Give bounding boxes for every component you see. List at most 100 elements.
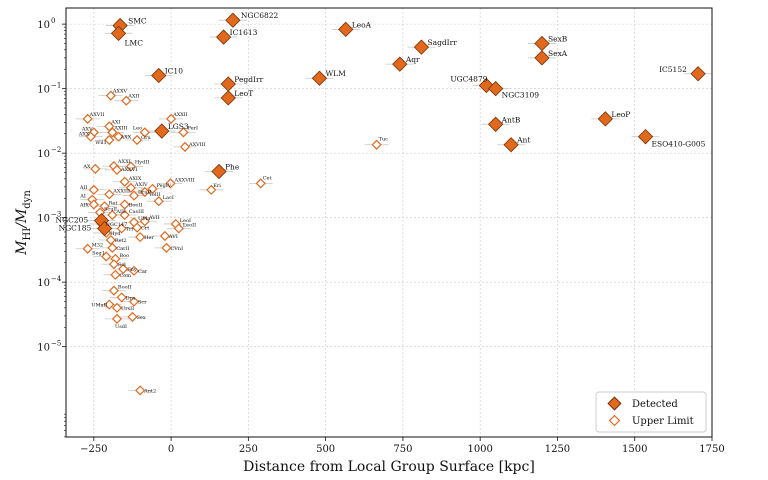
upper-limit-label: Scr xyxy=(138,300,147,306)
upper-limit-label: Scl xyxy=(118,262,126,268)
upper-limit-label: Boo xyxy=(119,253,129,259)
upper-limit-label: LacI xyxy=(163,195,174,201)
upper-limit-marker xyxy=(107,242,118,253)
detected-label: NGC6822 xyxy=(241,11,279,20)
detected-label: IC10 xyxy=(165,66,183,75)
y-axis-title-sub1: HI xyxy=(22,228,33,241)
detected-marker xyxy=(96,220,113,237)
upper-limit-marker xyxy=(105,90,116,101)
detected-label: LeoP xyxy=(611,110,630,119)
upper-limit-label: AX xyxy=(82,164,91,170)
upper-limit-marker xyxy=(111,302,123,313)
upper-limit-markers xyxy=(82,90,382,396)
detected-label: Ant xyxy=(516,136,530,145)
detected-marker xyxy=(311,70,328,86)
detected-marker xyxy=(220,90,236,106)
upper-limit-label: HydII xyxy=(135,160,149,166)
upper-limit-label: AVI xyxy=(168,234,178,240)
point-labels: TucCetEriPerIAXVIIIAXXIILeoILeoIIAXXVAXI… xyxy=(56,11,706,394)
y-tick-label: 10 xyxy=(37,278,50,289)
upper-limit-label: AXIV xyxy=(134,182,148,188)
detected-marker xyxy=(215,29,232,45)
upper-limit-marker xyxy=(173,223,184,234)
upper-limit-marker xyxy=(131,134,143,146)
upper-limit-marker xyxy=(153,196,164,207)
upper-limit-marker xyxy=(119,209,130,221)
upper-limit-label: AXXIII xyxy=(112,188,130,194)
upper-limit-label: UsdI xyxy=(115,324,127,330)
upper-limit-label: Fny xyxy=(127,267,137,273)
upper-limit-label: LeoI xyxy=(180,218,191,224)
detected-marker xyxy=(225,12,241,28)
upper-limit-marker xyxy=(104,189,115,200)
upper-limit-label: AI xyxy=(79,194,86,200)
upper-limit-marker xyxy=(116,223,127,234)
legend-upper-limit-label: Upper Limit xyxy=(632,416,694,427)
upper-limit-label: Dra xyxy=(126,295,135,301)
detected-marker xyxy=(534,35,550,52)
upper-limit-label: AVII xyxy=(148,215,160,221)
upper-limit-marker xyxy=(125,161,137,172)
upper-limit-label: SculI xyxy=(104,207,117,213)
upper-limit-label: AXVII xyxy=(89,112,105,118)
upper-limit-label: CarII xyxy=(116,246,129,252)
upper-limit-label: Cet xyxy=(263,175,272,181)
upper-limit-marker xyxy=(90,163,101,174)
detected-label: Phe xyxy=(225,162,240,171)
legend-upper-limit-marker xyxy=(608,414,621,427)
upper-limit-label: AXXVI xyxy=(120,167,137,173)
detected-label: SexA xyxy=(548,49,568,58)
upper-limit-label: Hyd xyxy=(110,231,121,237)
upper-limit-marker xyxy=(165,178,176,189)
upper-limit-label: LeoII xyxy=(183,222,196,228)
y-tick-exponent: −4 xyxy=(51,275,62,283)
upper-limit-marker xyxy=(107,209,118,221)
upper-limit-label: AXII xyxy=(127,94,139,100)
upper-limit-marker xyxy=(118,263,129,275)
detected-label: SMC xyxy=(128,17,147,26)
upper-limit-label: M32 xyxy=(92,243,103,249)
legend: Detected Upper Limit xyxy=(595,391,707,433)
detected-marker xyxy=(392,56,408,72)
y-axis-title-sep: /M xyxy=(14,208,30,230)
upper-limit-marker xyxy=(147,183,158,194)
plot-frame xyxy=(65,7,713,438)
upper-limit-label: AIII xyxy=(115,209,126,215)
x-tick-label: 750 xyxy=(393,444,412,455)
detected-marker xyxy=(487,81,504,97)
upper-limit-label: CasIII xyxy=(129,209,144,215)
x-tick-label: 500 xyxy=(316,444,335,455)
y-tick-label: 10 xyxy=(37,20,50,31)
y-tick-exponent: −1 xyxy=(51,82,61,90)
x-tick-label: −250 xyxy=(80,444,107,455)
upper-limit-marker xyxy=(110,269,121,280)
y-tick-exponent: −3 xyxy=(51,211,61,219)
upper-limit-marker xyxy=(104,299,115,310)
upper-limit-label: PegIV xyxy=(157,183,172,189)
detected-label: PegdIrr xyxy=(234,75,263,84)
detected-marker xyxy=(154,123,170,139)
upper-limit-marker xyxy=(116,292,127,303)
upper-limit-label: AXV xyxy=(81,126,93,132)
x-tick-label: 1000 xyxy=(467,444,492,455)
upper-limit-label: Tri xyxy=(126,226,134,232)
upper-limit-label: Ret2 xyxy=(115,238,127,244)
detected-marker xyxy=(690,66,706,82)
upper-limit-label: Leo xyxy=(133,125,142,131)
upper-limit-label: Car xyxy=(138,269,148,275)
upper-limit-marker xyxy=(206,184,217,195)
upper-limit-marker xyxy=(82,243,93,254)
x-tick-label: 1500 xyxy=(622,444,647,455)
upper-limit-label: UMaII xyxy=(91,303,107,309)
upper-limit-marker xyxy=(88,184,99,195)
upper-limit-label: CVnI xyxy=(170,246,183,252)
upper-limit-marker xyxy=(127,311,138,322)
detected-label: ESO410-G005 xyxy=(652,140,706,149)
upper-limit-label: Tuc xyxy=(379,137,389,143)
upper-limit-marker xyxy=(161,242,172,253)
y-tick-label: 10 xyxy=(37,343,50,354)
upper-limit-marker xyxy=(111,313,123,324)
upper-limit-label: Ant2 xyxy=(143,388,156,394)
y-axis-title: MHI/Mdyn xyxy=(14,190,33,256)
